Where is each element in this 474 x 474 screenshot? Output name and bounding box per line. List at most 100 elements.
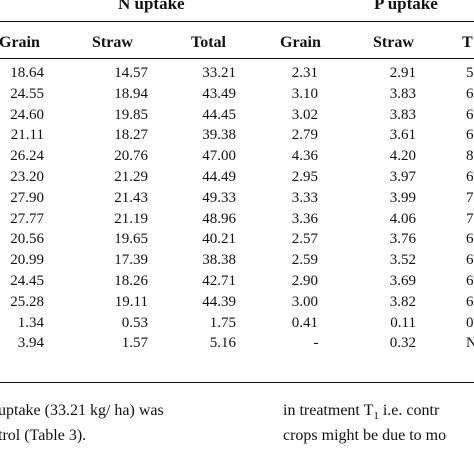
cell-n-grain: 26.24 xyxy=(10,148,44,165)
col-header-n-total: Total xyxy=(191,34,226,51)
cell-n-total: 48.96 xyxy=(202,210,236,227)
cell-p-total: 6 xyxy=(466,85,474,102)
cell-p-grain: 0.41 xyxy=(291,314,318,331)
cell-n-grain: 3.94 xyxy=(17,335,44,352)
cell-n-straw: 0.53 xyxy=(121,314,148,331)
n-uptake-header: N uptake xyxy=(118,0,185,13)
cell-n-total: 38.38 xyxy=(202,252,236,269)
cell-p-straw: 0.32 xyxy=(389,335,416,352)
cell-p-grain: 2.90 xyxy=(291,273,318,289)
cell-p-total: 6 xyxy=(466,127,474,144)
col-header-n-straw: Straw xyxy=(92,34,133,51)
table-row: 27.77 21.19 48.96 3.36 4.06 7 xyxy=(0,209,474,229)
cell-p-total: 6 xyxy=(466,293,474,310)
cell-n-straw: 17.39 xyxy=(114,252,148,269)
cell-n-straw: 21.19 xyxy=(114,210,148,227)
cell-p-straw: 3.83 xyxy=(389,106,416,123)
right-paragraph-line-2: crops might be due to mo xyxy=(283,427,447,444)
cell-p-grain: 4.36 xyxy=(291,148,318,165)
cell-p-total: 6 xyxy=(466,252,474,269)
cell-n-total: 49.33 xyxy=(202,189,236,206)
cell-n-straw: 19.11 xyxy=(114,293,148,310)
cell-p-total: 6 xyxy=(466,169,474,185)
cell-n-grain: 21.11 xyxy=(10,127,44,144)
col-header-p-straw: Straw xyxy=(373,34,414,51)
cell-p-grain: - xyxy=(313,335,319,352)
cell-p-total: 6 xyxy=(466,231,474,248)
cell-n-total: 40.21 xyxy=(202,231,236,248)
cell-n-straw: 20.76 xyxy=(114,148,148,165)
cell-n-grain: 24.55 xyxy=(10,85,44,102)
left-paragraph-line-1: uptake (33.21 kg/ ha) was xyxy=(0,402,164,419)
cell-p-straw: 3.99 xyxy=(389,189,416,206)
cell-n-grain: 20.99 xyxy=(10,252,44,269)
cell-n-grain: 24.45 xyxy=(10,273,44,289)
cell-n-straw: 14.57 xyxy=(114,65,148,81)
cell-p-grain: 2.59 xyxy=(291,252,318,269)
col-header-n-grain: Grain xyxy=(0,34,40,51)
right-paragraph-line-1-b: i.e. contr xyxy=(378,402,440,419)
cell-n-total: 39.38 xyxy=(202,127,236,144)
cell-p-total: 7 xyxy=(466,210,474,227)
cell-p-grain: 2.95 xyxy=(291,169,318,185)
cell-p-straw: 4.06 xyxy=(389,210,416,227)
right-paragraph-line-1: in treatment T1 i.e. contr xyxy=(283,401,439,422)
cell-n-grain: 1.34 xyxy=(17,314,44,331)
column-header-rule xyxy=(0,58,474,59)
table-row: 24.60 19.85 44.45 3.02 3.83 6 xyxy=(0,105,474,125)
group-header-rule xyxy=(0,21,474,22)
cell-p-grain: 3.33 xyxy=(291,189,318,206)
cell-p-total: N xyxy=(466,335,474,352)
cell-p-straw: 3.69 xyxy=(389,273,416,289)
cell-n-straw: 21.29 xyxy=(114,169,148,185)
cell-p-grain: 2.31 xyxy=(291,65,318,81)
cell-p-total: 7 xyxy=(466,189,474,206)
cell-p-total: 0 xyxy=(466,314,474,331)
table-row: 26.24 20.76 47.00 4.36 4.20 8 xyxy=(0,146,474,166)
cell-n-total: 42.71 xyxy=(202,273,236,289)
cell-p-total: 6 xyxy=(466,106,474,123)
table-row: 1.34 0.53 1.75 0.41 0.11 0 xyxy=(0,313,474,333)
cell-p-total: 6 xyxy=(466,273,474,289)
cell-n-total: 43.49 xyxy=(202,85,236,102)
cell-p-grain: 3.02 xyxy=(291,106,318,123)
cell-p-grain: 3.10 xyxy=(291,85,318,102)
cell-n-total: 5.16 xyxy=(209,335,236,352)
cell-p-straw: 0.11 xyxy=(390,314,416,331)
right-paragraph-line-1-a: in treatment T xyxy=(283,402,374,419)
table-row: 27.90 21.43 49.33 3.33 3.99 7 xyxy=(0,188,474,208)
cell-p-straw: 3.52 xyxy=(389,252,416,269)
cell-n-grain: 27.90 xyxy=(10,189,44,206)
cell-p-grain: 2.79 xyxy=(291,127,318,144)
table-row: 21.11 18.27 39.38 2.79 3.61 6 xyxy=(0,125,474,145)
table-row: 23.20 21.29 44.49 2.95 3.97 6 xyxy=(0,167,474,187)
left-paragraph-line-2: trol (Table 3). xyxy=(0,427,87,444)
table-row: 20.56 19.65 40.21 2.57 3.76 6 xyxy=(0,229,474,249)
cell-n-grain: 18.64 xyxy=(10,65,44,81)
cell-n-straw: 1.57 xyxy=(121,335,148,352)
table-row: 18.64 14.57 33.21 2.31 2.91 5 xyxy=(0,63,474,83)
cell-n-grain: 25.28 xyxy=(10,293,44,310)
cell-n-total: 33.21 xyxy=(202,65,236,81)
cell-p-straw: 3.97 xyxy=(389,169,416,185)
cell-n-straw: 19.85 xyxy=(114,106,148,123)
cell-p-straw: 3.83 xyxy=(389,85,416,102)
cell-n-grain: 23.20 xyxy=(10,169,44,185)
col-header-p-grain: Grain xyxy=(280,34,321,51)
table-row: 25.28 19.11 44.39 3.00 3.82 6 xyxy=(0,292,474,312)
cell-n-straw: 18.26 xyxy=(114,273,148,289)
cell-n-straw: 18.94 xyxy=(114,85,148,102)
cell-p-grain: 2.57 xyxy=(291,231,318,248)
cell-n-grain: 27.77 xyxy=(10,210,44,227)
cell-n-grain: 20.56 xyxy=(10,231,44,248)
cell-p-straw: 2.91 xyxy=(389,65,416,81)
p-uptake-header: P uptake xyxy=(374,0,438,13)
cell-n-total: 44.45 xyxy=(202,106,236,123)
cell-n-straw: 18.27 xyxy=(114,127,148,144)
cell-p-straw: 3.82 xyxy=(389,293,416,310)
cell-n-grain: 24.60 xyxy=(10,106,44,123)
col-header-p-total: T xyxy=(462,34,473,51)
table-row: 3.94 1.57 5.16 - 0.32 N xyxy=(0,333,474,353)
table-row: 24.55 18.94 43.49 3.10 3.83 6 xyxy=(0,84,474,104)
cell-p-straw: 4.20 xyxy=(389,148,416,165)
